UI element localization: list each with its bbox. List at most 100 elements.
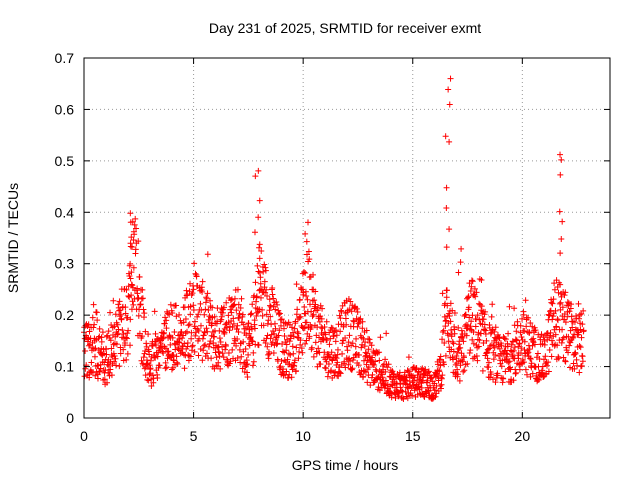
data-point — [230, 302, 237, 309]
data-point — [184, 328, 191, 335]
data-point — [338, 308, 345, 315]
data-point — [117, 350, 124, 357]
data-point — [367, 382, 374, 389]
data-point — [425, 369, 432, 376]
data-point — [439, 336, 446, 343]
data-point — [235, 301, 242, 308]
data-point — [316, 334, 323, 341]
data-point — [473, 352, 480, 359]
data-point — [311, 297, 318, 304]
data-point — [89, 314, 96, 321]
data-point — [216, 353, 223, 360]
data-point — [154, 375, 161, 382]
x-tick-label: 15 — [405, 428, 421, 444]
data-point — [405, 354, 412, 361]
data-point — [484, 355, 491, 362]
data-point — [192, 270, 199, 277]
data-point — [439, 372, 446, 379]
data-point — [377, 334, 384, 341]
data-point — [312, 339, 319, 346]
data-point — [261, 278, 268, 285]
data-point — [322, 331, 329, 338]
data-point — [347, 298, 354, 305]
x-tick-label: 0 — [80, 428, 88, 444]
data-point — [337, 315, 344, 322]
data-point — [124, 350, 131, 357]
y-tick-label: 0.1 — [55, 359, 75, 375]
data-point — [451, 309, 458, 316]
data-point — [558, 293, 565, 300]
data-point — [567, 327, 574, 334]
data-point — [245, 320, 252, 327]
data-point — [308, 323, 315, 330]
data-point — [197, 300, 204, 307]
data-point — [438, 375, 445, 382]
data-point — [215, 359, 222, 366]
data-point — [295, 355, 302, 362]
data-point — [187, 280, 194, 287]
data-point — [457, 259, 464, 266]
data-point — [124, 330, 131, 337]
data-point — [169, 309, 176, 316]
data-point — [199, 335, 206, 342]
data-point — [209, 304, 216, 311]
data-point — [342, 315, 349, 322]
data-point — [284, 336, 291, 343]
data-point — [254, 262, 261, 269]
data-point — [443, 205, 450, 212]
data-point — [101, 376, 108, 383]
data-point — [295, 330, 302, 337]
data-point — [349, 340, 356, 347]
data-point — [216, 335, 223, 342]
data-point — [576, 311, 583, 318]
data-point — [176, 311, 183, 318]
data-point — [138, 295, 145, 302]
data-point — [220, 304, 227, 311]
data-point — [290, 333, 297, 340]
data-point — [466, 314, 473, 321]
data-point — [360, 373, 367, 380]
data-point — [562, 319, 569, 326]
data-point — [554, 342, 561, 349]
data-point — [258, 247, 265, 254]
data-point — [127, 316, 134, 323]
data-point — [255, 214, 262, 221]
data-point — [488, 313, 495, 320]
data-point — [283, 347, 290, 354]
plot-frame — [83, 57, 611, 419]
data-point — [157, 340, 164, 347]
data-point — [337, 370, 344, 377]
data-point — [329, 357, 336, 364]
data-point — [253, 293, 260, 300]
data-point — [91, 353, 98, 360]
data-point — [255, 342, 262, 349]
data-point — [556, 208, 563, 215]
data-point — [272, 306, 279, 313]
data-point — [568, 301, 575, 308]
data-point — [435, 377, 442, 384]
data-point — [469, 312, 476, 319]
data-point — [247, 311, 254, 318]
data-point — [114, 330, 121, 337]
data-point — [239, 311, 246, 318]
data-point — [211, 333, 218, 340]
data-point — [572, 350, 579, 357]
data-point — [108, 372, 115, 379]
data-point — [200, 347, 207, 354]
data-point — [277, 363, 284, 370]
data-point — [388, 381, 395, 388]
y-tick-label: 0.3 — [55, 256, 75, 272]
data-point — [505, 330, 512, 337]
data-point — [179, 335, 186, 342]
data-point — [515, 343, 522, 350]
data-point — [116, 313, 123, 320]
data-point — [518, 333, 525, 340]
data-point — [105, 362, 112, 369]
data-point — [296, 314, 303, 321]
data-point — [366, 336, 373, 343]
data-point — [128, 292, 135, 299]
data-point — [442, 352, 449, 359]
data-point — [291, 325, 298, 332]
data-point — [135, 238, 142, 245]
data-point — [503, 350, 510, 357]
